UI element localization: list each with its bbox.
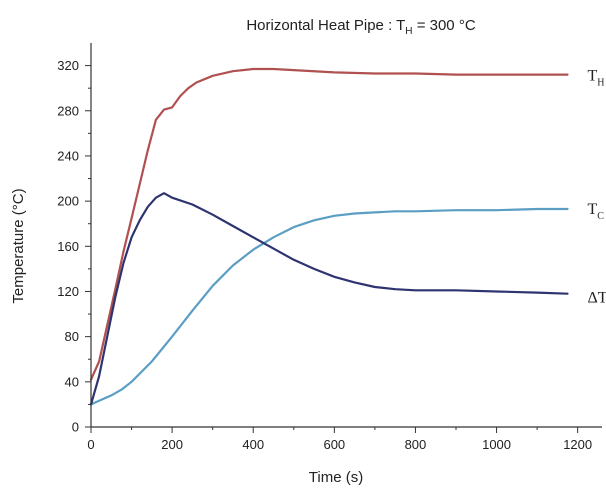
y-tick-label: 280 <box>57 103 79 118</box>
chart-title-prefix: Horizontal Heat Pipe : T <box>246 17 405 34</box>
y-tick-label: 160 <box>57 239 79 254</box>
y-tick-label: 240 <box>57 148 79 163</box>
y-tick-label: 0 <box>72 420 79 435</box>
series-line-t-h <box>89 67 569 381</box>
series-label-subscript: H <box>597 78 604 89</box>
y-tick-label: 320 <box>57 58 79 73</box>
x-ticks: 0 200 400 600 800 1000 1200 <box>87 427 592 452</box>
plot-lines <box>89 67 569 406</box>
x-tick-label: 200 <box>161 437 183 452</box>
series-label-t-h: TH <box>588 68 605 89</box>
chart-title: Horizontal Heat Pipe : TH = 300 °C <box>246 17 475 37</box>
y-tick-label: 200 <box>57 194 79 209</box>
y-tick-label: 40 <box>65 374 79 389</box>
y-axis-label: Temperature (°C) <box>10 188 27 303</box>
chart-title-suffix: = 300 °C <box>413 17 476 34</box>
series-label--t: ΔT <box>588 290 606 307</box>
series-line--t <box>89 192 569 406</box>
x-tick-label: 400 <box>242 437 264 452</box>
chart-title-subscript: H <box>405 26 412 37</box>
x-tick-label: 800 <box>405 437 427 452</box>
x-tick-label: 1200 <box>563 437 592 452</box>
y-tick-label: 120 <box>57 284 79 299</box>
x-tick-label: 1000 <box>482 437 511 452</box>
series-label-main: T <box>588 201 598 218</box>
series-label-subscript: C <box>597 211 604 222</box>
series-label-main: T <box>588 68 598 85</box>
series-line-t-c <box>89 207 569 406</box>
y-tick-label: 80 <box>65 329 79 344</box>
x-axis-label: Time (s) <box>309 469 363 486</box>
series-label-t-c: TC <box>588 201 605 222</box>
series-label-main: ΔT <box>588 290 606 307</box>
x-tick-label: 0 <box>87 437 94 452</box>
y-ticks: 0 40 80 120 160 200 240 280 320 <box>57 58 91 435</box>
x-tick-label: 600 <box>323 437 345 452</box>
